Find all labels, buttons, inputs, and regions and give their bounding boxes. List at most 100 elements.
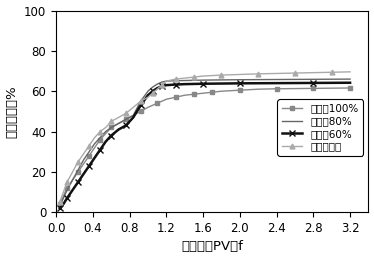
- 含水率80%: [82, 158, 86, 161]
- 含水率60%: [183, 83, 187, 86]
- 含水率80%: [104, 130, 108, 133]
- 含水率80%: [183, 79, 187, 82]
- 含水率80%: [92, 142, 97, 145]
- 含水率60%: [131, 116, 135, 119]
- 含水率60%: [219, 82, 224, 85]
- 含水率80%: [173, 79, 178, 82]
- 含水率100%: [70, 178, 75, 182]
- 原始含水率: [191, 76, 196, 79]
- 含水率60%: [311, 81, 316, 84]
- 含水率100%: [146, 106, 150, 109]
- 含水率100%: [131, 114, 135, 117]
- Line: 含水率80%: 含水率80%: [60, 79, 350, 206]
- 含水率100%: [275, 87, 279, 90]
- 含水率100%: [104, 132, 108, 135]
- 含水率80%: [348, 77, 352, 81]
- 含水率100%: [173, 96, 178, 99]
- 含水率100%: [58, 203, 62, 206]
- 含水率80%: [76, 168, 80, 171]
- 原始含水率: [116, 116, 121, 119]
- 含水率60%: [76, 180, 80, 183]
- 含水率80%: [311, 78, 316, 81]
- 原始含水率: [201, 75, 205, 78]
- 含水率100%: [348, 87, 352, 90]
- 原始含水率: [82, 152, 86, 155]
- 含水率100%: [87, 154, 91, 157]
- 含水率80%: [191, 79, 196, 82]
- 含水率60%: [146, 94, 150, 97]
- 原始含水率: [256, 72, 260, 75]
- 原始含水率: [109, 120, 113, 123]
- 含水率80%: [164, 80, 169, 83]
- 含水率60%: [159, 85, 164, 88]
- 含水率100%: [116, 122, 121, 125]
- 含水率80%: [146, 90, 150, 93]
- 含水率100%: [155, 102, 159, 105]
- 原始含水率: [58, 200, 62, 204]
- 原始含水率: [76, 160, 80, 163]
- 含水率100%: [219, 90, 224, 93]
- 含水率100%: [256, 88, 260, 91]
- 含水率60%: [348, 81, 352, 84]
- 含水率100%: [61, 195, 66, 198]
- Line: 原始含水率: 原始含水率: [57, 69, 353, 205]
- 原始含水率: [155, 88, 159, 91]
- 含水率60%: [116, 128, 121, 131]
- 含水率100%: [293, 87, 297, 90]
- 含水率100%: [82, 162, 86, 165]
- 含水率100%: [98, 138, 102, 141]
- 含水率80%: [124, 118, 128, 121]
- 含水率100%: [210, 91, 215, 94]
- 原始含水率: [98, 130, 102, 133]
- 含水率60%: [70, 189, 75, 192]
- 原始含水率: [237, 73, 242, 76]
- 含水率60%: [65, 197, 69, 200]
- 含水率60%: [155, 87, 159, 90]
- 含水率100%: [191, 93, 196, 96]
- 含水率60%: [124, 124, 128, 127]
- 含水率60%: [173, 83, 178, 86]
- 含水率60%: [150, 90, 155, 93]
- 含水率80%: [116, 122, 121, 125]
- 含水率80%: [61, 197, 66, 200]
- 原始含水率: [92, 136, 97, 139]
- 含水率60%: [61, 203, 66, 206]
- 含水率80%: [275, 78, 279, 81]
- 含水率80%: [150, 86, 155, 89]
- 原始含水率: [219, 74, 224, 77]
- Line: 含水率60%: 含水率60%: [57, 80, 353, 211]
- 原始含水率: [138, 100, 143, 103]
- 含水率100%: [311, 87, 316, 90]
- 原始含水率: [104, 126, 108, 129]
- 含水率80%: [237, 78, 242, 81]
- 原始含水率: [164, 80, 169, 83]
- 含水率60%: [275, 82, 279, 85]
- 含水率60%: [138, 104, 143, 107]
- 含水率80%: [138, 100, 143, 103]
- 原始含水率: [293, 71, 297, 75]
- 原始含水率: [131, 106, 135, 109]
- 含水率60%: [92, 156, 97, 159]
- 含水率80%: [70, 178, 75, 182]
- 含水率80%: [219, 78, 224, 82]
- 含水率60%: [104, 140, 108, 143]
- 含水率60%: [98, 148, 102, 151]
- 含水率100%: [65, 186, 69, 190]
- 含水率80%: [98, 136, 102, 139]
- 原始含水率: [70, 170, 75, 173]
- 含水率80%: [131, 114, 135, 117]
- 含水率80%: [155, 83, 159, 86]
- 含水率80%: [65, 189, 69, 192]
- 含水率100%: [329, 87, 334, 90]
- 含水率100%: [92, 146, 97, 149]
- Y-axis label: 驱油效率，%: 驱油效率，%: [6, 85, 19, 138]
- 含水率60%: [164, 84, 169, 87]
- 含水率100%: [124, 118, 128, 121]
- 原始含水率: [311, 71, 316, 74]
- X-axis label: 累计注入PV，f: 累计注入PV，f: [181, 240, 243, 254]
- 含水率80%: [109, 126, 113, 129]
- 原始含水率: [173, 77, 178, 81]
- 含水率60%: [109, 134, 113, 137]
- 含水率60%: [82, 172, 86, 175]
- 原始含水率: [275, 72, 279, 75]
